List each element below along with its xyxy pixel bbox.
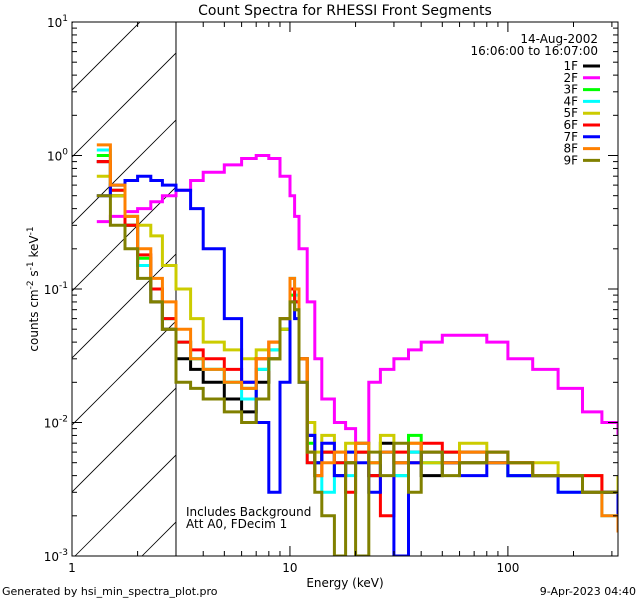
legend-item-7F: 7F	[563, 130, 600, 144]
hatch-line	[410, 0, 640, 556]
legend-label: 4F	[563, 94, 578, 108]
legend-time-range: 16:06:00 to 16:07:00	[471, 44, 598, 58]
legend-label: 6F	[563, 118, 578, 132]
series-line-2F	[96, 154, 618, 445]
legend-label: 7F	[563, 130, 578, 144]
hatch-line	[611, 0, 640, 556]
footer-generated-by: Generated by hsi_min_spectra_plot.pro	[2, 585, 218, 598]
legend-item-2F: 2F	[563, 71, 600, 85]
legend-item-9F: 9F	[563, 153, 600, 167]
x-tick-label: 100	[496, 561, 519, 575]
y-tick-label: 100	[47, 148, 68, 164]
legend-label: 1F	[563, 59, 578, 73]
y-tick-label: 10-2	[44, 415, 68, 431]
x-tick-label: 1	[68, 561, 76, 575]
annotation-text: Includes Background	[186, 505, 311, 519]
x-axis-label: Energy (keV)	[306, 576, 383, 590]
legend-date: 14-Aug-2002	[520, 32, 598, 46]
series-line-5F	[96, 174, 618, 494]
hatch-line	[72, 52, 176, 158]
legend-item-1F: 1F	[563, 59, 600, 73]
shaded-region	[72, 0, 640, 556]
x-tick-label: 10	[282, 561, 297, 575]
hatch-line	[72, 22, 74, 24]
legend-label: 5F	[563, 106, 578, 120]
chart-title: Count Spectra for RHESSI Front Segments	[198, 3, 492, 19]
legend-label: 8F	[563, 142, 578, 156]
hatch-line	[72, 22, 141, 91]
y-tick-label: 10-1	[44, 281, 68, 297]
series-line-9F	[96, 194, 618, 556]
hatch-line	[74, 454, 176, 556]
y-axis-label: counts cm-2 s-1 keV-1	[26, 226, 41, 351]
legend-item-6F: 6F	[563, 118, 600, 132]
legend-item-3F: 3F	[563, 83, 600, 97]
legend-item-5F: 5F	[563, 106, 600, 120]
hatch-line	[72, 387, 176, 493]
legend-item-8F: 8F	[563, 142, 600, 156]
y-tick-label: 10-3	[44, 548, 68, 564]
legend-label: 3F	[563, 83, 578, 97]
hatch-line	[72, 186, 176, 292]
hatch-line	[72, 253, 176, 359]
legend-label: 9F	[563, 153, 578, 167]
legend-label: 2F	[563, 71, 578, 85]
hatch-line	[343, 0, 640, 556]
annotation-text: Att A0, FDecim 1	[186, 517, 287, 531]
legend-item-4F: 4F	[563, 94, 600, 108]
footer-timestamp: 9-Apr-2023 04:40	[540, 585, 636, 598]
series-group	[96, 143, 618, 556]
y-tick-label: 101	[47, 14, 68, 30]
